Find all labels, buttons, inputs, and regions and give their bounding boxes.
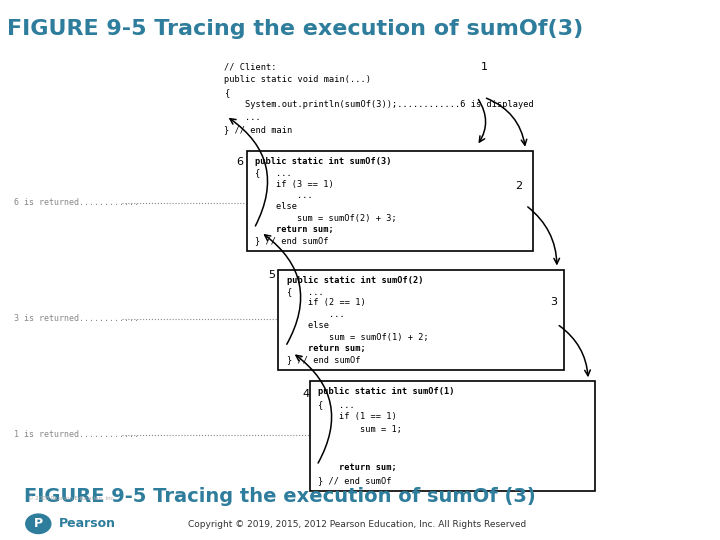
Text: 3: 3 <box>550 298 557 307</box>
Text: if (2 == 1): if (2 == 1) <box>287 298 366 307</box>
Text: P: P <box>34 517 43 530</box>
FancyBboxPatch shape <box>279 270 564 370</box>
Circle shape <box>26 514 51 534</box>
FancyBboxPatch shape <box>310 381 595 491</box>
Text: {   ...: { ... <box>256 168 292 177</box>
Text: System.out.println(sumOf(3));............6 is displayed: System.out.println(sumOf(3));...........… <box>224 100 534 109</box>
Text: if (1 == 1): if (1 == 1) <box>318 413 397 421</box>
Text: {   ...: { ... <box>318 400 355 409</box>
Text: 6 is returned............: 6 is returned............ <box>14 198 139 207</box>
Text: 1 is returned............: 1 is returned............ <box>14 430 139 439</box>
Text: } // end sumOf: } // end sumOf <box>256 237 329 246</box>
Text: sum = sumOf(1) + 2;: sum = sumOf(1) + 2; <box>287 333 428 342</box>
Text: © 2008 Pearson Education, Inc.: © 2008 Pearson Education, Inc. <box>28 496 115 501</box>
Text: } // end sumOf: } // end sumOf <box>318 476 392 485</box>
Text: {: { <box>224 88 230 97</box>
Text: 4: 4 <box>302 389 310 399</box>
Text: } // end sumOf: } // end sumOf <box>287 355 360 364</box>
Text: 1: 1 <box>480 63 487 72</box>
Text: Copyright © 2019, 2015, 2012 Pearson Education, Inc. All Rights Reserved: Copyright © 2019, 2015, 2012 Pearson Edu… <box>188 520 526 529</box>
Text: if (3 == 1): if (3 == 1) <box>256 179 334 188</box>
Text: return sum;: return sum; <box>256 225 334 234</box>
Text: {   ...: { ... <box>287 287 323 296</box>
Text: 3 is returned............: 3 is returned............ <box>14 314 139 323</box>
Text: else: else <box>287 321 329 330</box>
Text: Pearson: Pearson <box>59 517 116 530</box>
Text: // Client:: // Client: <box>224 63 276 72</box>
Text: return sum;: return sum; <box>318 463 397 472</box>
Text: else: else <box>256 202 297 211</box>
Text: public static int sumOf(2): public static int sumOf(2) <box>287 275 423 285</box>
Text: FIGURE 9-5 Tracing the execution of sumOf (3): FIGURE 9-5 Tracing the execution of sumO… <box>24 487 536 506</box>
Text: public static int sumOf(3): public static int sumOf(3) <box>256 157 392 166</box>
Text: } // end main: } // end main <box>224 125 292 134</box>
Text: ...: ... <box>256 191 313 200</box>
Text: sum = 1;: sum = 1; <box>318 425 402 434</box>
Text: ...: ... <box>287 310 345 319</box>
Text: ...: ... <box>224 113 261 122</box>
FancyBboxPatch shape <box>247 151 533 251</box>
Text: FIGURE 9-5 Tracing the execution of sumOf(3): FIGURE 9-5 Tracing the execution of sumO… <box>7 19 583 39</box>
Text: public static int sumOf(1): public static int sumOf(1) <box>318 387 454 396</box>
Text: public static void main(...): public static void main(...) <box>224 75 372 84</box>
Text: return sum;: return sum; <box>287 344 366 353</box>
Text: 2: 2 <box>515 181 522 191</box>
Text: 5: 5 <box>268 271 275 280</box>
Text: 6: 6 <box>237 157 243 167</box>
Text: sum = sumOf(2) + 3;: sum = sumOf(2) + 3; <box>256 214 397 223</box>
